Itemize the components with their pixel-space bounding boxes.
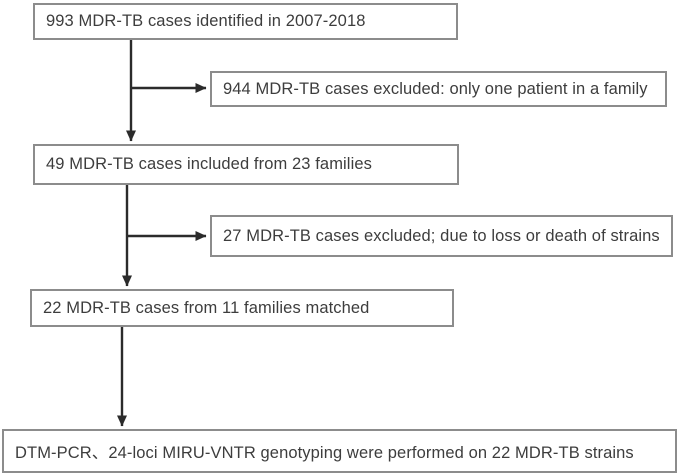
flow-box-excluded-strain-loss-label: 27 MDR-TB cases excluded; due to loss or… — [223, 226, 660, 245]
flow-box-genotyping-label: DTM-PCR、24-loci MIRU-VNTR genotyping wer… — [15, 444, 634, 462]
flow-box-included: 49 MDR-TB cases included from 23 familie… — [33, 144, 459, 185]
flow-box-identified-label: 993 MDR-TB cases identified in 2007-2018 — [46, 12, 366, 30]
flow-box-matched-label: 22 MDR-TB cases from 11 families matched — [43, 298, 370, 317]
flow-box-genotyping: DTM-PCR、24-loci MIRU-VNTR genotyping wer… — [2, 429, 677, 473]
flow-box-excluded-single-patient-label: 944 MDR-TB cases excluded: only one pati… — [223, 79, 648, 98]
flow-box-included-label: 49 MDR-TB cases included from 23 familie… — [46, 155, 372, 173]
flow-box-identified: 993 MDR-TB cases identified in 2007-2018 — [33, 3, 458, 40]
flow-box-matched: 22 MDR-TB cases from 11 families matched — [30, 289, 454, 327]
flow-box-excluded-strain-loss: 27 MDR-TB cases excluded; due to loss or… — [210, 215, 673, 257]
flow-box-excluded-single-patient: 944 MDR-TB cases excluded: only one pati… — [210, 71, 667, 107]
